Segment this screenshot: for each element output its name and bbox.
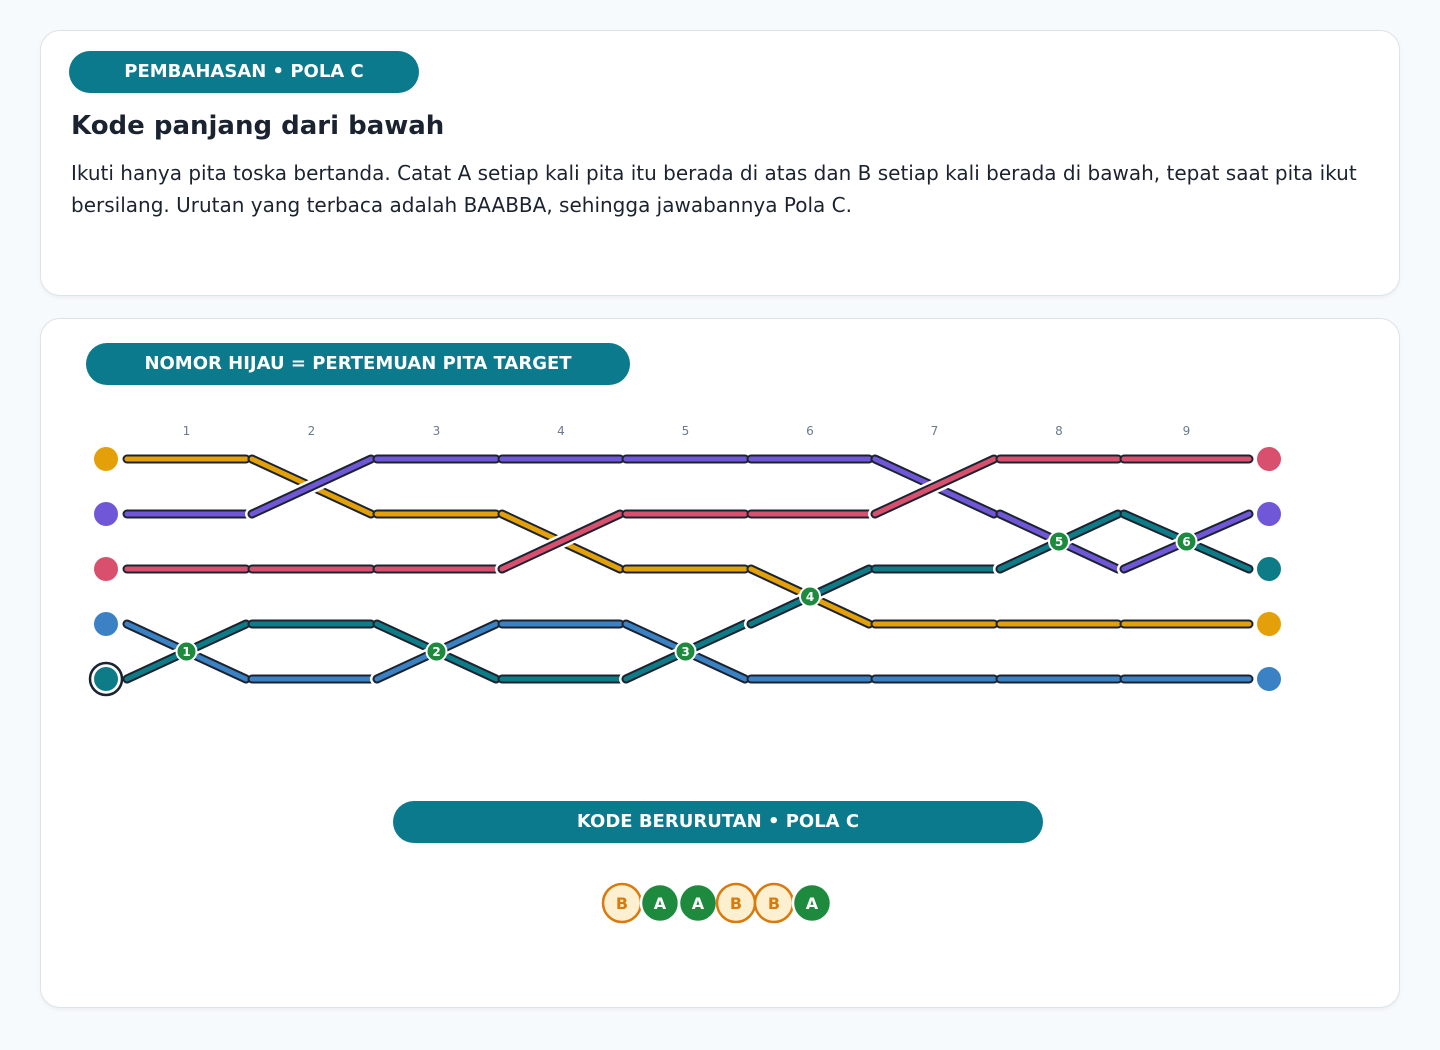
crossing-number: 4 <box>806 590 814 604</box>
column-label: 7 <box>931 424 939 438</box>
column-label: 9 <box>1183 424 1191 438</box>
end-dot <box>1257 502 1281 526</box>
column-label: 4 <box>557 424 565 438</box>
start-dot <box>94 557 118 581</box>
code-letter: A <box>654 894 667 913</box>
badge: PEMBAHASAN • POLA C <box>69 51 419 93</box>
end-dot <box>1257 612 1281 636</box>
title: Kode panjang dari bawah <box>71 111 445 141</box>
end-dot <box>1257 447 1281 471</box>
code-letter: B <box>768 894 780 913</box>
code-letter: A <box>692 894 705 913</box>
crossing-marker <box>799 585 821 608</box>
code-letter: B <box>730 894 742 913</box>
column-label: 3 <box>433 424 441 438</box>
crossing-marker <box>674 640 697 663</box>
crossing-number: 1 <box>182 645 190 659</box>
explanation-text: Ikuti hanya pita toska bertanda. Catat A… <box>71 161 1357 217</box>
code-circle <box>791 882 833 924</box>
code-badge: KODE BERURUTAN • POLA C <box>393 801 1043 843</box>
end-dot <box>1257 667 1281 691</box>
crossing-number: 2 <box>432 645 440 659</box>
crossing-marker <box>175 640 198 663</box>
crossing-number: 3 <box>681 645 689 659</box>
start-dot <box>94 612 118 636</box>
column-label: 8 <box>1055 424 1063 438</box>
code-letter: A <box>806 894 819 913</box>
column-label: 1 <box>183 424 191 438</box>
column-label: 2 <box>308 424 316 438</box>
ribbon <box>872 456 997 517</box>
badge: NOMOR HIJAU = PERTEMUAN PITA TARGET <box>86 343 630 385</box>
explanation-card: PEMBAHASAN • POLA C Kode panjang dari ba… <box>40 30 1400 296</box>
ribbon <box>249 456 374 517</box>
ribbon <box>499 511 623 572</box>
end-dot <box>1257 557 1281 581</box>
crossing-marker <box>425 640 448 663</box>
start-dot <box>94 502 118 526</box>
crossing-number: 6 <box>1182 535 1190 549</box>
crossing-marker <box>1048 530 1070 553</box>
start-dot <box>94 447 118 471</box>
column-label: 5 <box>682 424 690 438</box>
start-dot <box>94 667 118 691</box>
code-letter: B <box>616 894 628 913</box>
column-label: 6 <box>806 424 814 438</box>
crossing-number: 5 <box>1055 535 1063 549</box>
crossing-marker <box>1175 530 1198 553</box>
